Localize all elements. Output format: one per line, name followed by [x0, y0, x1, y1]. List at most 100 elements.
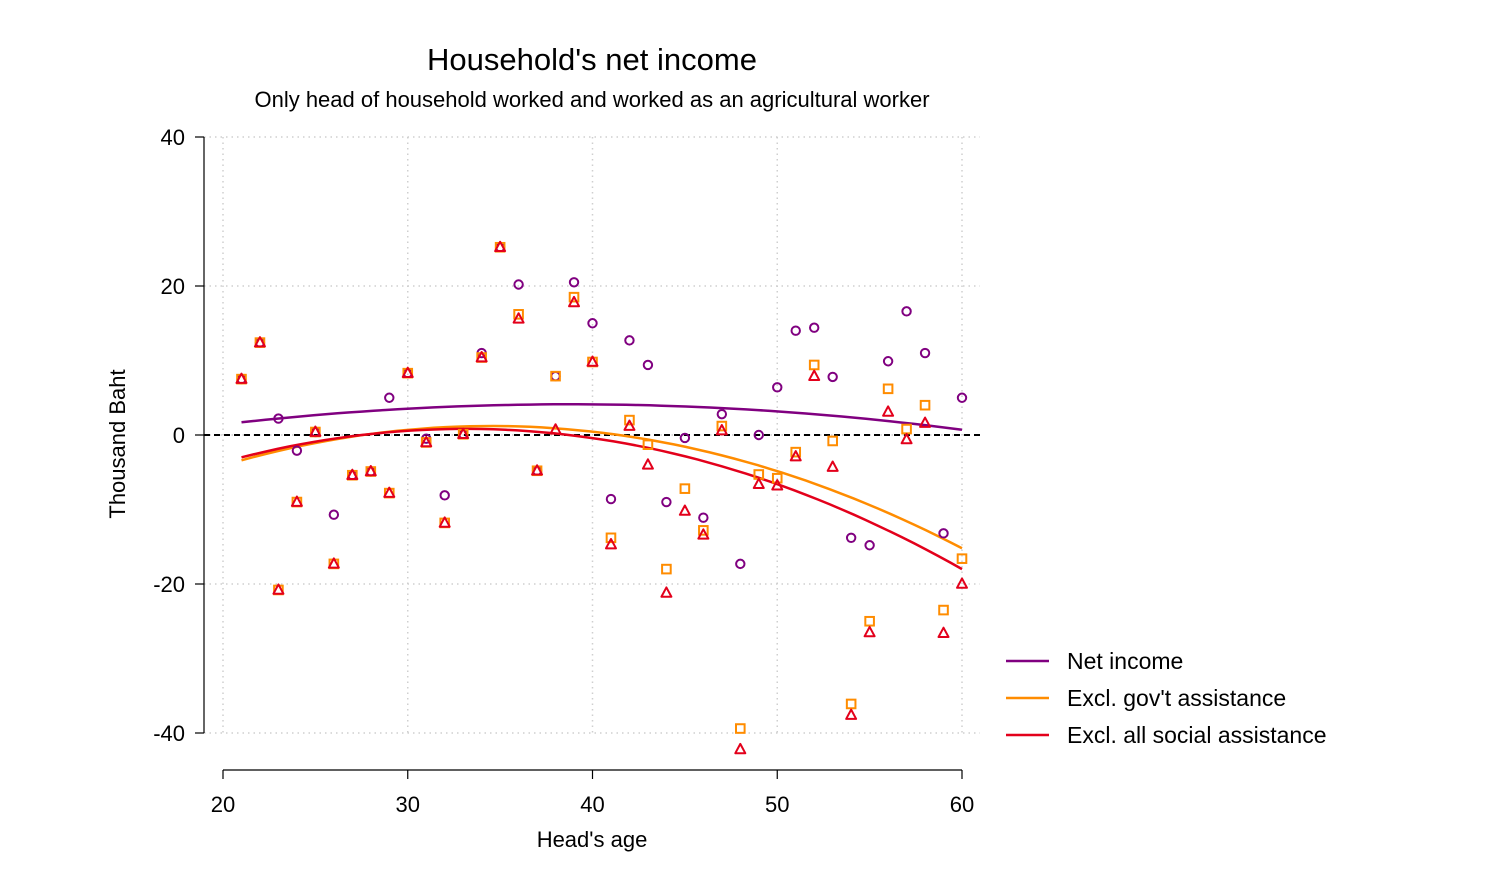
- legend-label: Excl. all social assistance: [1067, 722, 1327, 748]
- data-point-circle: [661, 496, 672, 508]
- data-points: [235, 240, 968, 755]
- data-point-circle: [513, 279, 524, 290]
- data-point-triangle: [678, 504, 691, 516]
- data-point-triangle: [272, 583, 285, 595]
- data-point-circle: [550, 370, 561, 382]
- data-point-square: [864, 615, 875, 627]
- data-point-triangle: [937, 626, 950, 638]
- data-point-triangle: [420, 435, 433, 448]
- fit-line: [241, 424, 963, 550]
- data-point-circle: [587, 318, 598, 329]
- data-point-triangle: [734, 742, 747, 755]
- data-point-circle: [439, 490, 450, 501]
- chart-title: Household's net income: [427, 42, 757, 77]
- data-point-triangle: [808, 369, 821, 381]
- data-point-circle: [938, 528, 949, 539]
- data-point-square: [605, 532, 617, 544]
- data-point-triangle: [882, 405, 895, 417]
- data-point-square: [845, 698, 857, 710]
- legend: Net income Excl. gov't assistance Excl. al…: [1006, 648, 1327, 748]
- data-point-square: [679, 483, 691, 494]
- data-point-square: [827, 435, 838, 447]
- data-point-circle: [291, 445, 303, 456]
- data-point-triangle: [309, 425, 322, 437]
- data-point-triangle: [475, 351, 488, 363]
- y-tick-label: -40: [153, 721, 185, 746]
- data-point-square: [938, 604, 949, 616]
- data-point-square: [513, 309, 524, 320]
- data-point-square: [919, 399, 931, 411]
- data-point-triangle: [752, 477, 765, 489]
- data-point-triangle: [660, 586, 673, 598]
- data-point-square: [624, 414, 635, 426]
- data-point-triangle: [568, 295, 581, 308]
- data-point-triangle: [697, 528, 710, 540]
- fit-line: [241, 427, 963, 571]
- data-point-circle: [809, 322, 820, 333]
- data-point-triangle: [457, 427, 470, 440]
- data-point-triangle: [438, 516, 451, 528]
- data-point-triangle: [586, 355, 599, 367]
- data-point-triangle: [346, 468, 359, 481]
- data-point-circle: [328, 509, 340, 520]
- x-tick-label: 30: [396, 792, 420, 817]
- chart-subtitle: Only head of household worked and worked…: [254, 87, 929, 112]
- x-axis-ticks: 20 30 40 50 60: [211, 770, 974, 817]
- data-point-square: [642, 439, 654, 450]
- data-point-square: [808, 359, 820, 371]
- data-point-circle: [827, 371, 838, 383]
- y-tick-label: 40: [161, 125, 185, 150]
- fit-line: [241, 403, 963, 432]
- data-point-triangle: [604, 538, 617, 550]
- data-point-square: [568, 291, 580, 303]
- data-point-square: [550, 370, 561, 382]
- data-point-triangle: [364, 465, 377, 477]
- data-point-circle: [919, 347, 931, 359]
- data-point-circle: [864, 540, 875, 551]
- data-point-circle: [845, 532, 857, 544]
- data-point-circle: [679, 432, 691, 444]
- data-point-triangle: [327, 557, 340, 569]
- data-point-circle: [568, 277, 580, 288]
- data-point-circle: [384, 392, 395, 403]
- data-point-circle: [735, 558, 746, 570]
- x-tick-label: 20: [211, 792, 235, 817]
- y-axis-ticks: -40 -20 0 20 40: [153, 125, 204, 746]
- data-point-square: [956, 553, 968, 564]
- data-point-triangle: [900, 432, 913, 445]
- data-point-triangle: [623, 419, 636, 431]
- data-point-circle: [624, 335, 635, 346]
- data-point-triangle: [494, 240, 507, 253]
- data-point-circle: [901, 306, 912, 317]
- data-point-triangle: [383, 486, 396, 498]
- legend-label: Excl. gov't assistance: [1067, 685, 1286, 711]
- data-point-square: [771, 472, 783, 484]
- data-point-square: [735, 723, 746, 734]
- data-point-triangle: [253, 336, 266, 348]
- data-point-circle: [273, 413, 284, 424]
- y-tick-label: 0: [173, 423, 185, 448]
- data-point-triangle: [771, 479, 784, 491]
- data-point-circle: [753, 429, 764, 441]
- data-point-square: [882, 383, 894, 395]
- data-point-triangle: [715, 424, 728, 436]
- data-point-circle: [772, 382, 783, 393]
- data-point-triangle: [826, 460, 839, 472]
- data-point-circle: [790, 325, 801, 336]
- data-point-square: [716, 420, 728, 432]
- data-point-triangle: [789, 450, 802, 462]
- data-point-circle: [956, 392, 968, 403]
- x-tick-label: 60: [950, 792, 974, 817]
- data-point-triangle: [863, 625, 876, 638]
- data-point-triangle: [919, 416, 932, 428]
- x-tick-label: 50: [765, 792, 789, 817]
- data-point-triangle: [641, 458, 654, 470]
- data-point-triangle: [401, 366, 414, 378]
- data-point-circle: [698, 512, 709, 523]
- fit-lines: [241, 403, 963, 571]
- data-point-triangle: [235, 372, 248, 384]
- data-point-square: [901, 423, 912, 435]
- data-point-triangle: [512, 312, 525, 324]
- y-axis-label: Thousand Baht: [105, 369, 130, 518]
